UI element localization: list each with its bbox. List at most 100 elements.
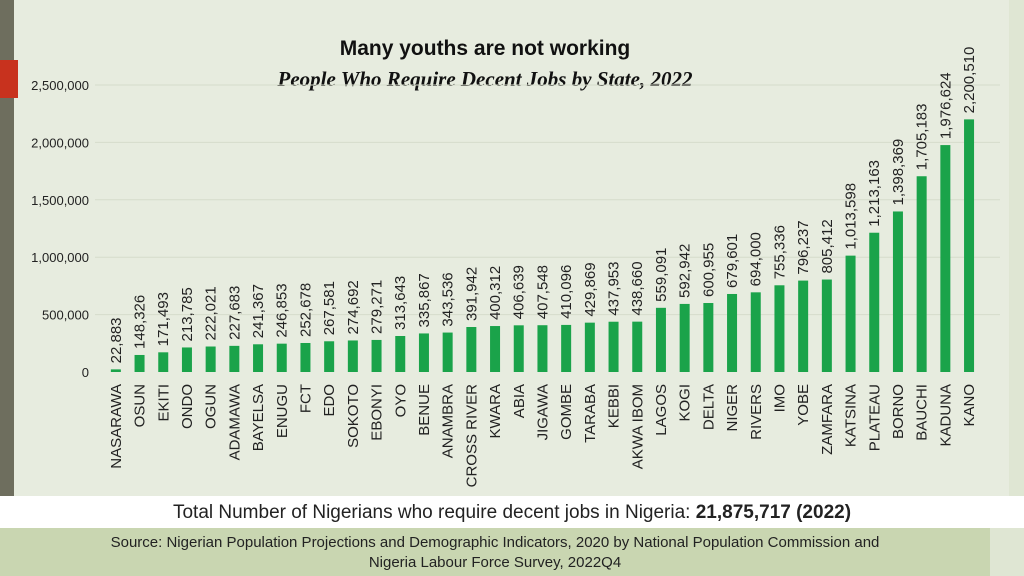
chart-subtitle: People Who Require Decent Jobs by State,… xyxy=(277,67,693,91)
data-label: 438,660 xyxy=(629,261,646,315)
data-label: 267,581 xyxy=(321,281,338,335)
category-label: BAYELSA xyxy=(250,384,267,451)
category-label: YOBE xyxy=(795,384,812,426)
right-decorative-strip xyxy=(1009,0,1024,500)
category-label: ADAMAWA xyxy=(226,384,243,460)
chart-title: Many youths are not working xyxy=(340,37,631,60)
data-label: 335,867 xyxy=(416,273,433,327)
data-label: 171,493 xyxy=(155,292,172,346)
bar xyxy=(229,345,240,372)
category-label: SOKOTO xyxy=(345,384,362,448)
data-label: 1,705,183 xyxy=(914,104,931,171)
category-label: TARABA xyxy=(582,384,599,443)
category-label: BAUCHI xyxy=(914,384,931,441)
bar xyxy=(584,322,595,372)
chart-panel xyxy=(14,0,1009,496)
bar xyxy=(418,333,429,372)
category-label: NASARAWA xyxy=(108,384,125,469)
category-label: CROSS RIVER xyxy=(463,384,480,488)
bar xyxy=(821,279,832,372)
category-label: EDO xyxy=(321,384,338,417)
total-summary: Total Number of Nigerians who require de… xyxy=(0,496,1024,528)
source-note: Source: Nigerian Population Projections … xyxy=(0,528,990,576)
category-label: OYO xyxy=(392,384,409,417)
y-tick-label: 1,000,000 xyxy=(31,250,89,265)
data-label: 313,643 xyxy=(392,276,409,330)
data-label: 148,326 xyxy=(132,295,149,349)
source-line-1: Source: Nigerian Population Projections … xyxy=(110,534,880,551)
bars xyxy=(110,119,975,372)
bar xyxy=(655,307,666,372)
y-tick-label: 2,500,000 xyxy=(31,78,89,93)
data-label: 694,000 xyxy=(748,232,765,286)
bar xyxy=(324,341,335,372)
category-labels: NASARAWA OSUN EKITI ONDO OGUN ADAMAWA BAYELSA E… xyxy=(108,384,978,488)
category-label: GOMBE xyxy=(558,384,575,440)
data-label: 400,312 xyxy=(487,266,504,320)
bar xyxy=(300,342,311,372)
category-label: OSUN xyxy=(132,384,149,427)
data-label: 407,548 xyxy=(534,265,551,319)
data-label: 1,213,163 xyxy=(866,160,883,227)
bar xyxy=(727,293,738,372)
bar xyxy=(134,354,145,372)
data-label: 600,955 xyxy=(700,243,717,297)
bar xyxy=(679,303,690,372)
category-label: AKWA IBOM xyxy=(629,384,646,469)
bar xyxy=(798,280,809,372)
category-label: ZAMFARA xyxy=(819,384,836,455)
category-label: BORNO xyxy=(890,384,907,439)
bar xyxy=(205,346,216,372)
category-label: FCT xyxy=(297,384,314,413)
category-label: ENUGU xyxy=(274,384,291,438)
y-tick-label: 500,000 xyxy=(42,308,89,323)
bar xyxy=(750,292,761,372)
bar xyxy=(632,321,643,372)
data-label: 213,785 xyxy=(179,287,196,341)
category-label: DELTA xyxy=(700,384,717,430)
data-label: 222,021 xyxy=(203,286,220,340)
category-label: JIGAWA xyxy=(534,384,551,440)
data-label: 246,853 xyxy=(274,283,291,337)
y-tick-label: 0 xyxy=(82,365,89,380)
data-label: 1,976,624 xyxy=(937,72,954,139)
y-tick-label: 1,500,000 xyxy=(31,193,89,208)
category-label: KEBBI xyxy=(606,384,623,428)
bar xyxy=(774,285,785,372)
category-label: ABIA xyxy=(511,384,528,418)
source-corner-decoration xyxy=(990,528,1024,576)
y-axis-ticks: 0 500,000 1,000,000 1,500,000 2,000,000 2,500… xyxy=(31,78,89,380)
data-label: 410,096 xyxy=(558,265,575,319)
data-label: 755,336 xyxy=(771,225,788,279)
data-label: 279,271 xyxy=(369,280,386,334)
source-line-2: Nigeria Labour Force Survey, 2022Q4 xyxy=(368,554,622,571)
data-label: 592,942 xyxy=(677,244,694,298)
category-label: BENUE xyxy=(416,384,433,436)
total-value: 21,875,717 (2022) xyxy=(695,502,852,523)
data-label: 22,883 xyxy=(108,317,125,363)
bar xyxy=(110,369,121,372)
data-label: 437,953 xyxy=(606,261,623,315)
bar xyxy=(181,347,192,372)
bar xyxy=(466,327,477,372)
bar xyxy=(916,176,927,372)
bar xyxy=(845,255,856,372)
data-label: 1,013,598 xyxy=(843,183,860,250)
bar xyxy=(442,332,453,372)
category-label: EKITI xyxy=(155,384,172,422)
category-label: KOGI xyxy=(677,384,694,422)
bar xyxy=(964,119,975,372)
total-label: Total Number of Nigerians who require de… xyxy=(172,502,691,523)
data-label: 241,367 xyxy=(250,284,267,338)
category-label: KATSINA xyxy=(843,384,860,447)
data-label: 805,412 xyxy=(819,219,836,273)
data-label: 679,601 xyxy=(724,234,741,288)
category-label: RIVERS xyxy=(748,384,765,440)
category-label: KADUNA xyxy=(937,384,954,447)
data-label: 227,683 xyxy=(226,286,243,340)
bar xyxy=(940,145,951,372)
bar xyxy=(395,335,406,372)
data-label: 252,678 xyxy=(297,283,314,337)
data-label: 406,639 xyxy=(511,265,528,319)
data-label: 2,200,510 xyxy=(961,47,978,114)
